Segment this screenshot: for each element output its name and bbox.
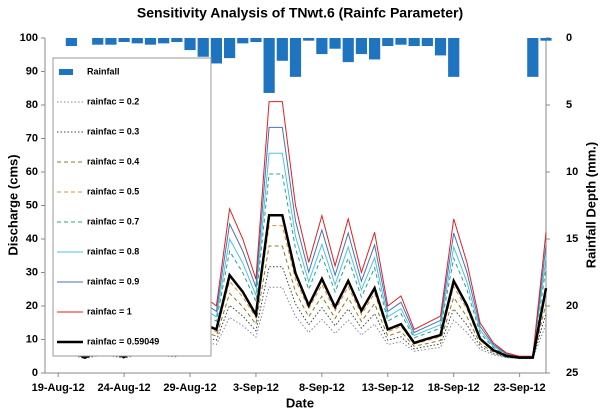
rain-bar (369, 38, 381, 60)
legend-label: rainfac = 0.3 (87, 126, 139, 136)
chart-title: Sensitivity Analysis of TNwt.6 (Rainfc P… (137, 5, 463, 21)
legend-box (52, 57, 212, 357)
rain-bar (158, 38, 170, 44)
legend-label: rainfac = 0.5 (87, 186, 139, 196)
rain-bar (448, 38, 460, 77)
rain-bar (316, 38, 328, 55)
rain-bar (276, 38, 288, 61)
rain-bar (303, 38, 315, 41)
y-tick-label: 40 (26, 233, 38, 245)
legend-label: rainfac = 0.4 (87, 156, 139, 166)
legend-label: rainfac = 1 (87, 306, 132, 316)
y2-tick-label: 0 (566, 32, 572, 44)
y-tick-label: 70 (26, 132, 38, 144)
rain-bar (342, 38, 354, 63)
rain-bar (184, 38, 196, 51)
y2-tick-label: 15 (566, 233, 578, 245)
rain-bar (237, 38, 249, 44)
rain-bar (527, 38, 539, 77)
rain-bar (263, 38, 275, 93)
legend-label: rainfac = 0.7 (87, 216, 139, 226)
rain-bar (144, 38, 157, 45)
y2-axis-title: Rainfall Depth (mm.) (583, 142, 598, 268)
x-tick-label: 8-Sep-12 (299, 382, 345, 394)
y-tick-label: 50 (26, 199, 38, 211)
y2-tick-label: 5 (566, 99, 572, 111)
y-tick-label: 0 (32, 367, 38, 379)
y-tick-label: 80 (26, 99, 38, 111)
legend-label: rainfac = 0.59049 (87, 336, 159, 346)
y-tick-label: 30 (26, 266, 38, 278)
x-tick-label: 23-Sep-12 (494, 382, 546, 394)
rain-bar (92, 38, 104, 45)
y-tick-label: 60 (26, 166, 38, 178)
series-line (71, 245, 547, 359)
rain-bar (355, 38, 368, 55)
legend-label: Rainfall (87, 66, 120, 76)
rain-bar (223, 38, 236, 59)
x-tick-label: 24-Aug-12 (98, 382, 151, 394)
rain-bar (118, 38, 130, 43)
rain-bar (395, 38, 407, 45)
rain-bar (171, 38, 183, 43)
x-tick-label: 19-Aug-12 (32, 382, 85, 394)
y-tick-label: 20 (26, 300, 38, 312)
legend-label: rainfac = 0.9 (87, 276, 139, 286)
y2-tick-label: 10 (566, 166, 578, 178)
rain-bar (105, 38, 117, 45)
y-axis-title: Discharge (cms) (5, 154, 20, 255)
x-tick-label: 18-Sep-12 (428, 382, 480, 394)
x-tick-label: 29-Aug-12 (163, 382, 216, 394)
rain-bar (421, 38, 433, 47)
legend-label: rainfac = 0.8 (87, 246, 139, 256)
y-tick-label: 100 (20, 32, 38, 44)
legend-swatch (59, 69, 73, 75)
rain-bar (197, 38, 209, 57)
rain-bar (250, 38, 262, 43)
rain-bar (382, 38, 394, 47)
rain-bar (131, 38, 143, 44)
legend-label: rainfac = 0.2 (87, 96, 139, 106)
y2-tick-label: 25 (566, 367, 578, 379)
rain-bar (289, 38, 302, 77)
y2-tick-label: 20 (566, 300, 578, 312)
y-tick-label: 90 (26, 65, 38, 77)
rain-bar (408, 38, 420, 47)
rain-bar (65, 38, 77, 47)
rain-bar (329, 38, 341, 49)
rain-bar (434, 38, 447, 56)
y-tick-label: 10 (26, 333, 38, 345)
rain-bar (540, 38, 552, 41)
x-tick-label: 13-Sep-12 (362, 382, 414, 394)
x-axis-title: Date (286, 395, 314, 410)
x-tick-label: 3-Sep-12 (233, 382, 279, 394)
rain-bar (210, 38, 222, 64)
